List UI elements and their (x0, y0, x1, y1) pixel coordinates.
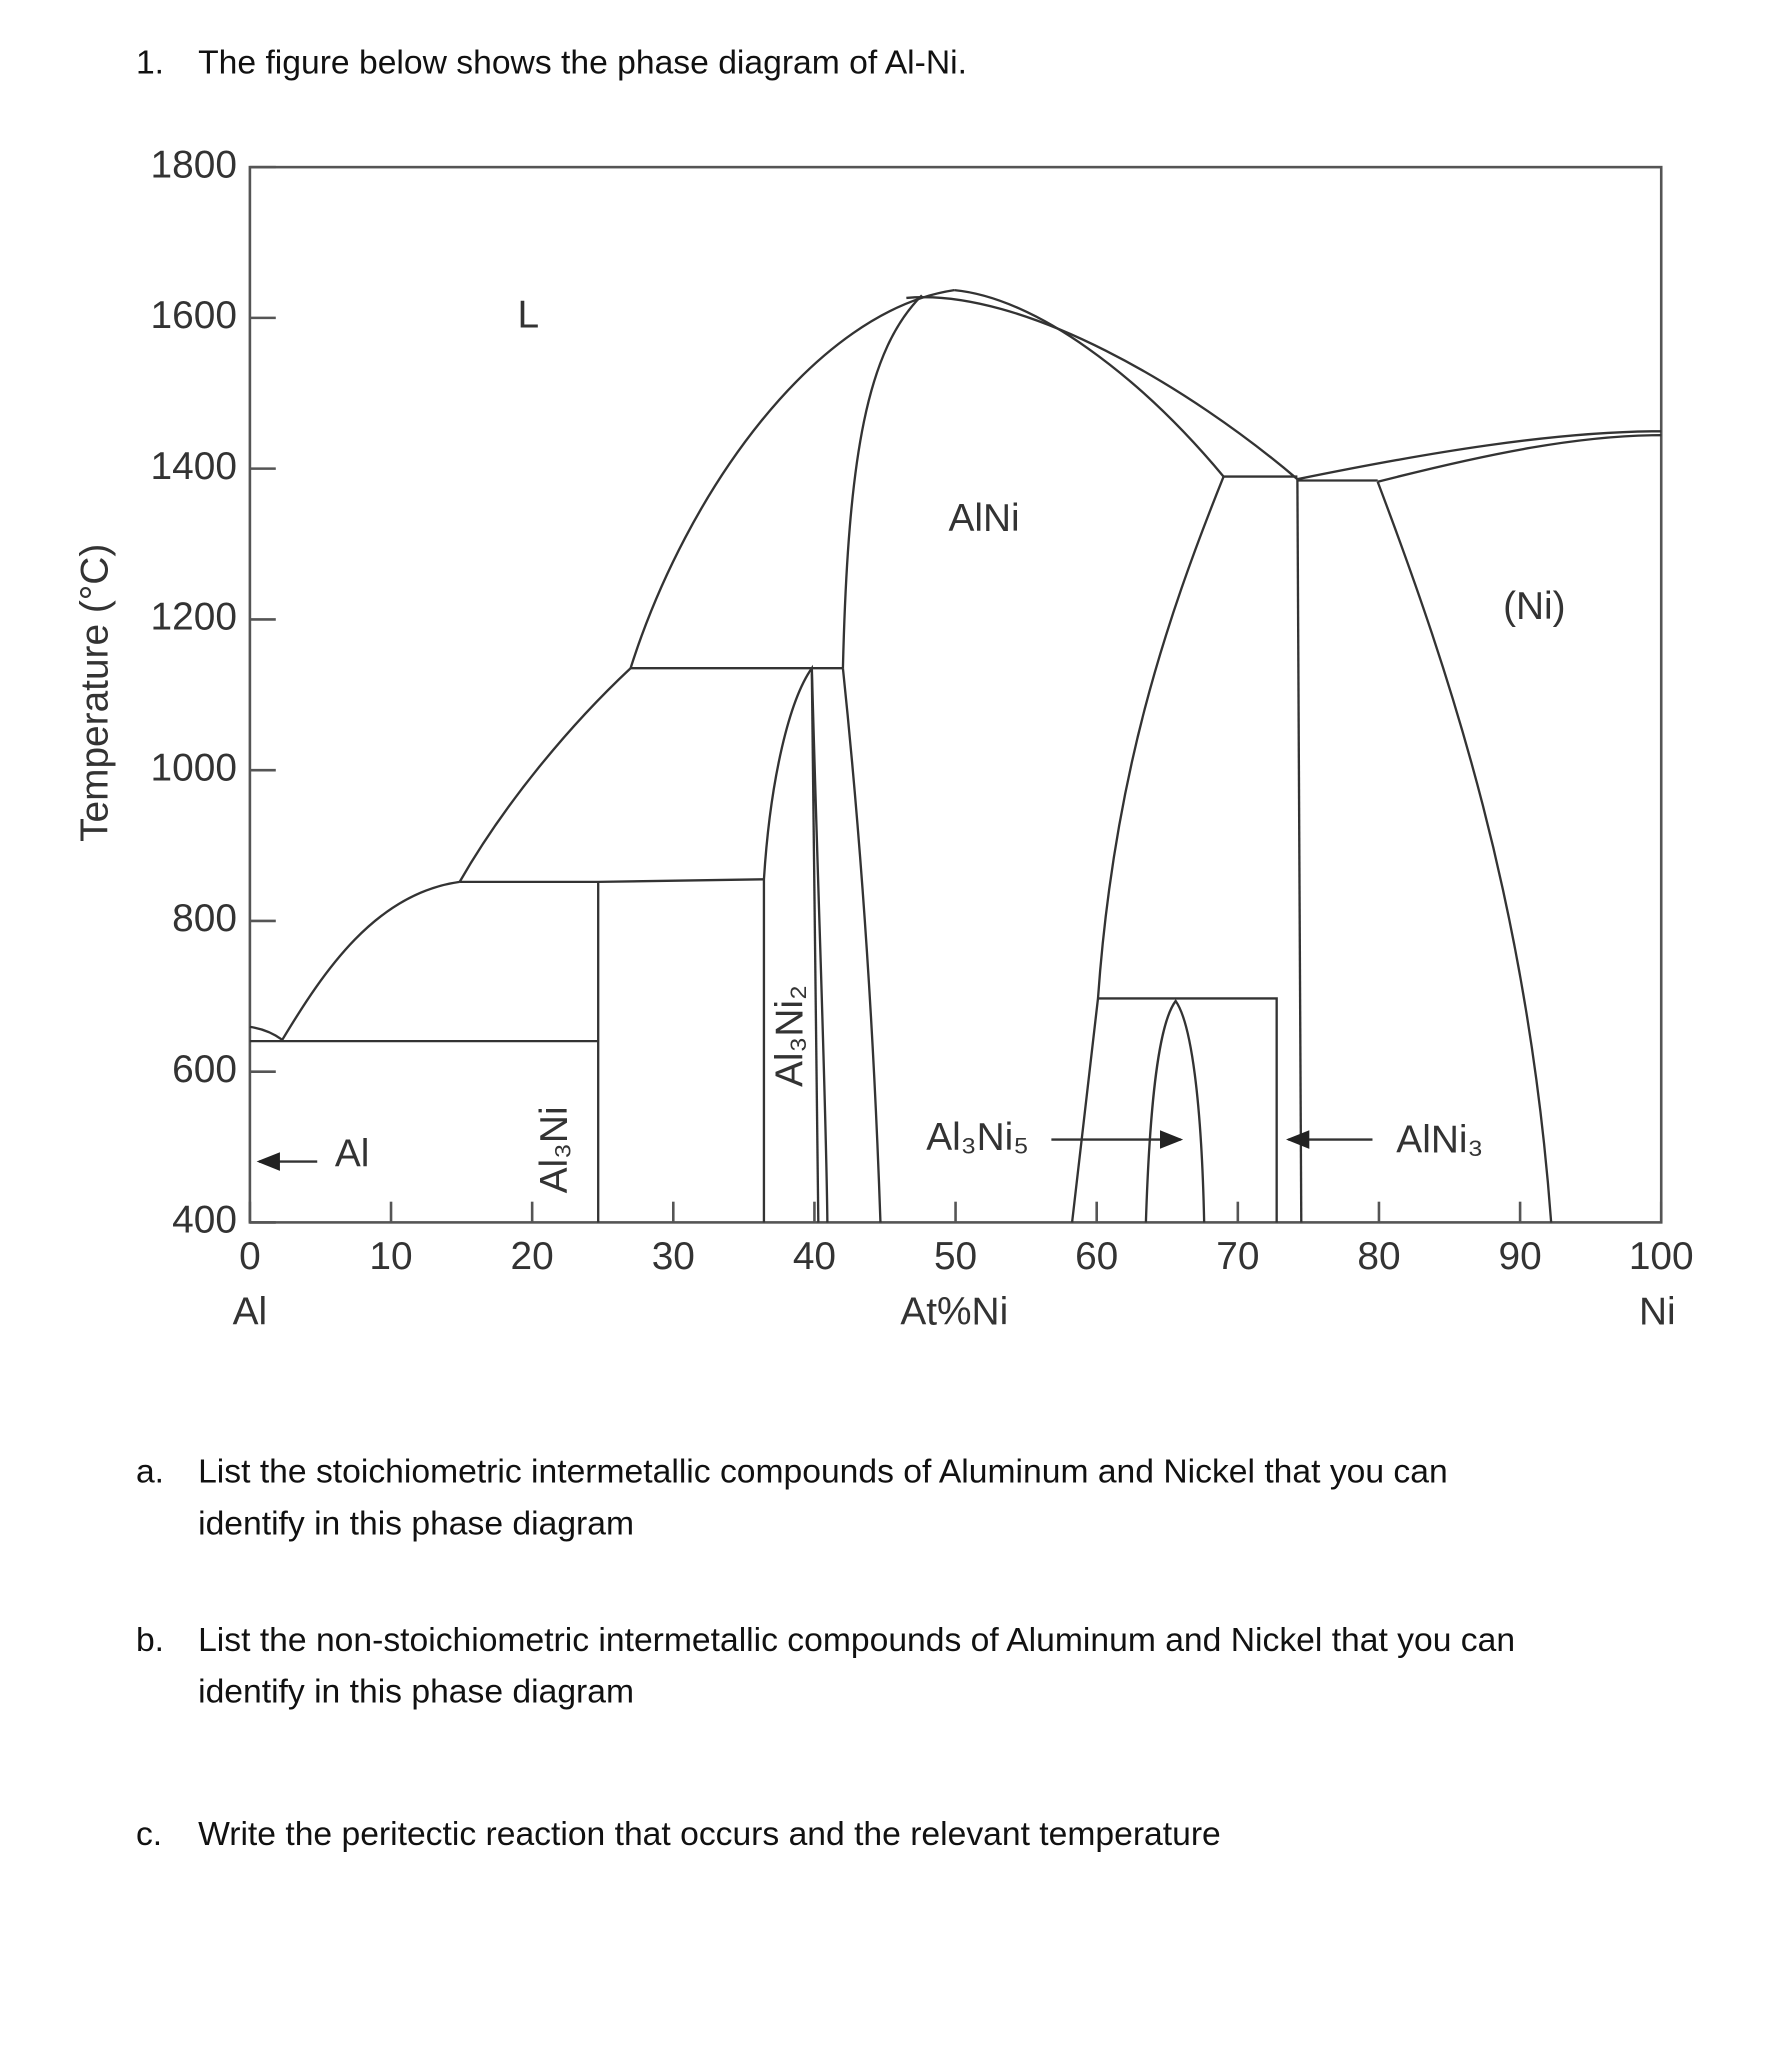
part-label: c. (136, 1816, 162, 1853)
y-tick-label: 1000 (151, 746, 237, 789)
plot-frame (248, 165, 1663, 1224)
part-text: identify in this phase diagram (198, 1505, 634, 1542)
region-label: (Ni) (1503, 585, 1566, 628)
part-text: identify in this phase diagram (198, 1674, 634, 1711)
x-end-label: Ni (1639, 1291, 1676, 1334)
y-tick-label: 1200 (151, 596, 237, 639)
y-tick-label: 1400 (151, 445, 237, 488)
x-tick-label: 70 (1216, 1235, 1259, 1278)
x-tick-label: 10 (369, 1235, 412, 1278)
part-text: List the non-stoichiometric intermetalli… (198, 1622, 1515, 1659)
x-tick-label: 40 (793, 1235, 836, 1278)
region-label: AlNi₃ (1396, 1118, 1483, 1161)
question-number: 1. (136, 45, 164, 82)
x-tick-label: 90 (1498, 1235, 1541, 1278)
part-text: List the stoichiometric intermetallic co… (198, 1453, 1448, 1490)
y-tick-label: 800 (172, 897, 237, 940)
x-tick-label: 20 (511, 1235, 554, 1278)
x-tick-label: 0 (239, 1235, 261, 1278)
region-label: Al₃Ni₅ (926, 1116, 1029, 1159)
x-tick-label: 100 (1629, 1235, 1694, 1278)
phase-boundaries (249, 288, 1662, 1223)
x-tick-label: 80 (1357, 1235, 1400, 1278)
part-text: Write the peritectic reaction that occur… (198, 1816, 1221, 1853)
region-label: Al (335, 1133, 370, 1176)
x-axis-label: At%Ni (900, 1291, 1008, 1334)
question-text: The figure below shows the phase diagram… (198, 45, 967, 82)
region-label: Al₃Ni (533, 1106, 576, 1193)
y-tick-label: 1800 (151, 143, 237, 186)
x-tick-label: 30 (652, 1235, 695, 1278)
x-end-label: Al (233, 1291, 268, 1334)
y-tick-label: 1600 (151, 294, 237, 337)
region-label: Al₃Ni₂ (769, 985, 812, 1087)
y-tick-label: 600 (172, 1048, 237, 1091)
y-axis-label: Temperature (°C) (73, 544, 116, 842)
x-tick-label: 50 (934, 1235, 977, 1278)
y-tick-label: 400 (172, 1199, 237, 1242)
region-label: L (517, 294, 539, 337)
x-tick-label: 60 (1075, 1235, 1118, 1278)
region-label: AlNi (948, 497, 1019, 540)
part-label: b. (136, 1622, 164, 1659)
part-label: a. (136, 1453, 164, 1490)
